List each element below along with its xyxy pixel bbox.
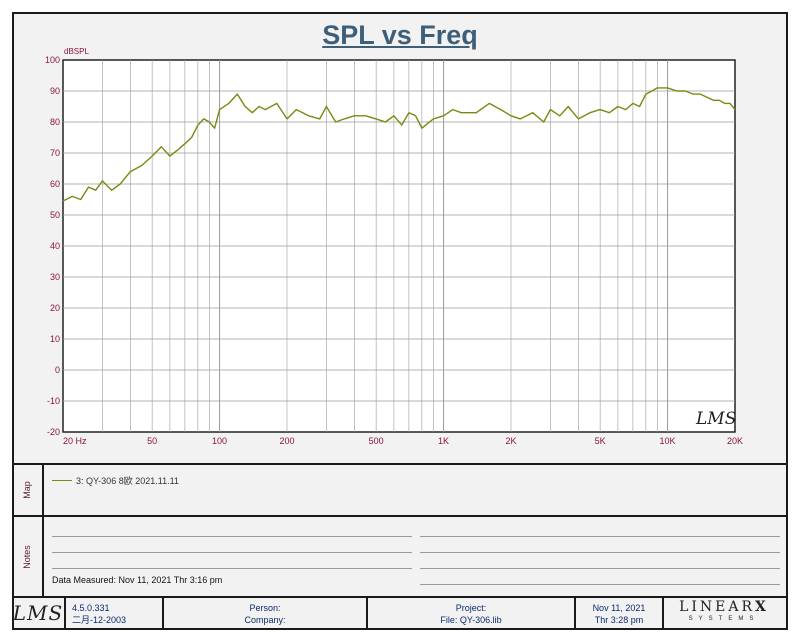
version-number: 4.5.0.331: [72, 603, 110, 613]
legend-entry[interactable]: 3: QY-306 8欧 2021.11.11: [52, 474, 179, 487]
notes-panel: Notes Data Measured: Nov 11, 2021 Thr 3:…: [12, 515, 788, 596]
y-tick-label: 70: [50, 148, 60, 158]
y-tick-label: -20: [47, 427, 60, 437]
y-tick-label: 0: [55, 365, 60, 375]
note-line: [420, 584, 780, 585]
y-tick-label: 80: [50, 117, 60, 127]
file-label: File: QY-306.lib: [440, 615, 502, 625]
y-tick-label: -10: [47, 396, 60, 406]
chart-title: SPL vs Freq: [322, 20, 478, 50]
brand-x: X: [755, 599, 769, 615]
spl-series-line: [62, 87, 736, 202]
lms-logo-text: LMS: [12, 601, 64, 625]
company-label: Company:: [244, 615, 286, 625]
x-tick-label: 20K: [727, 436, 743, 446]
brand-sub-text: SYSTEMS: [688, 616, 760, 622]
x-tick-label: 1K: [438, 436, 449, 446]
y-tick-label: 60: [50, 179, 60, 189]
x-tick-label: 500: [369, 436, 384, 446]
x-tick-label: 2K: [505, 436, 516, 446]
map-panel-label: Map: [12, 465, 44, 515]
legend-swatch: [52, 480, 72, 481]
note-line: [52, 536, 412, 537]
map-panel: Map 3: QY-306 8欧 2021.11.11: [12, 463, 788, 515]
note-line: [420, 568, 780, 569]
y-tick-label: 30: [50, 272, 60, 282]
x-tick-label: 200: [279, 436, 294, 446]
map-label-text: Map: [21, 481, 32, 499]
footer-time: Thr 3:28 pm: [594, 615, 644, 625]
version-cell: 4.5.0.331 二月-12-2003: [66, 598, 164, 630]
x-tick-label: 10K: [660, 436, 676, 446]
footer-bar: LMS 4.5.0.331 二月-12-2003 Person: Company…: [12, 596, 788, 630]
notes-label-text: Notes: [21, 544, 32, 569]
person-label: Person:: [249, 603, 281, 613]
linearx-logo: LINEARX SYSTEMS: [664, 598, 784, 630]
y-axis-label: dBSPL: [64, 47, 89, 56]
person-cell: Person: Company:: [164, 598, 368, 630]
data-measured-text: Data Measured: Nov 11, 2021 Thr 3:16 pm: [52, 575, 223, 585]
x-tick-label: 50: [147, 436, 157, 446]
note-line: [420, 552, 780, 553]
note-line: [420, 536, 780, 537]
brand-text: LINEAR: [679, 599, 756, 615]
y-tick-label: 90: [50, 86, 60, 96]
footer-date: Nov 11, 2021: [592, 603, 646, 613]
x-tick-label: 5K: [595, 436, 606, 446]
note-line: [52, 552, 412, 553]
legend-entry-label: 3: QY-306 8欧 2021.11.11: [76, 476, 179, 486]
project-cell: Project: File: QY-306.lib: [368, 598, 576, 630]
y-tick-label: 20: [50, 303, 60, 313]
version-date: 二月-12-2003: [72, 615, 127, 625]
lms-logo: LMS: [12, 598, 66, 630]
y-tick-label: 50: [50, 210, 60, 220]
y-tick-label: 40: [50, 241, 60, 251]
y-tick-label: 10: [50, 334, 60, 344]
note-line: [52, 568, 412, 569]
date-cell: Nov 11, 2021 Thr 3:28 pm: [576, 598, 664, 630]
notes-panel-label: Notes: [12, 517, 44, 596]
lms-watermark: LMS: [695, 409, 736, 429]
y-tick-label: 100: [45, 55, 60, 65]
x-tick-label: 100: [212, 436, 227, 446]
x-tick-label: 20 Hz: [63, 436, 87, 446]
project-label: Project:: [455, 603, 487, 613]
